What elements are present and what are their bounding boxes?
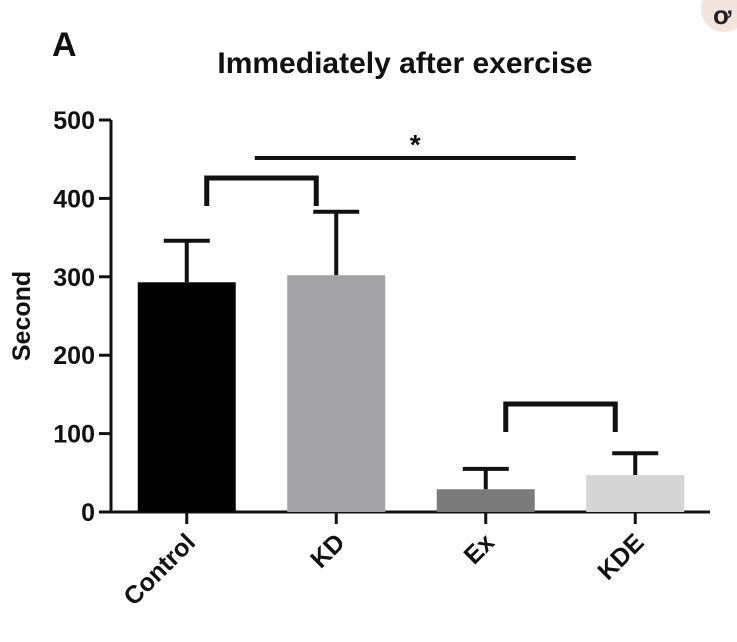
x-tick-label: Ex [459,528,500,569]
x-tick-label: Control [118,528,201,611]
y-tick-label: 100 [53,421,95,449]
x-tick-label: KDE [592,528,649,585]
bar-kd [287,275,386,512]
y-tick-label: 400 [53,185,95,213]
bars [137,209,685,512]
bar-kde [586,475,685,512]
bar-control [137,282,236,512]
bracket-control-kd [204,175,319,206]
bracket-ex-kde [503,401,618,432]
chart-title: Immediately after exercise [217,47,592,80]
significance-star: * [410,129,421,160]
panel-label: A [52,26,77,64]
y-tick-label: 0 [81,499,95,527]
y-axis-label: Second [8,271,36,361]
y-tick-label: 300 [53,264,95,292]
y-tick-label: 500 [53,107,95,135]
significance-brackets: * [204,129,618,432]
bar-ex [436,489,535,512]
x-tick-label: KD [305,528,350,573]
y-tick-label: 200 [53,342,95,370]
